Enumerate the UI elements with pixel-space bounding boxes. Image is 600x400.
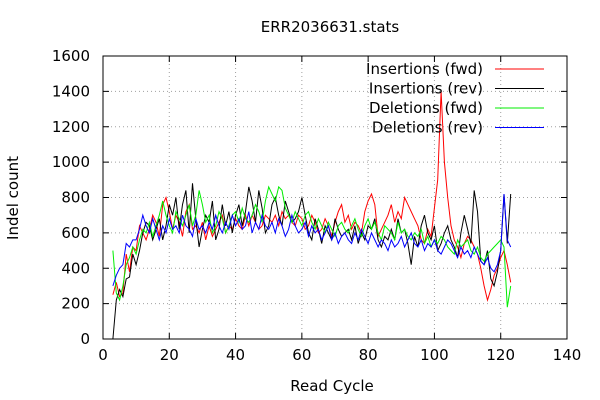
x-tick-label: 40 [226, 346, 245, 364]
series-lines [112, 91, 512, 340]
y-axis-title: Indel count [4, 156, 22, 240]
grid [103, 56, 567, 339]
y-tick-labels: 0 200 400 600 800 1000 1200 1400 1600 [52, 47, 90, 348]
legend-label-deletions-rev: Deletions (rev) [372, 119, 483, 137]
chart-title: ERR2036631.stats [261, 18, 400, 36]
axis-ticks [102, 55, 568, 340]
x-tick-label: 0 [98, 346, 108, 364]
x-axis-title: Read Cycle [290, 377, 373, 395]
x-tick-labels: 0 20 40 60 80 100 120 140 [98, 346, 581, 364]
y-tick-label: 200 [61, 295, 90, 313]
legend: Insertions (fwd)Insertions (rev)Deletion… [366, 60, 544, 137]
x-tick-label: 140 [553, 346, 582, 364]
legend-label-insertions-rev: Insertions (rev) [369, 80, 483, 98]
y-tick-label: 0 [80, 330, 90, 348]
x-tick-label: 20 [160, 346, 179, 364]
series-line-deletions-rev [112, 193, 512, 287]
x-tick-label: 80 [359, 346, 378, 364]
legend-label-deletions-fwd: Deletions (fwd) [369, 99, 483, 117]
series-line-insertions-rev [112, 183, 512, 340]
series-line-insertions-fwd [112, 91, 512, 302]
y-tick-label: 1000 [52, 153, 90, 171]
y-tick-label: 1600 [52, 47, 90, 65]
legend-label-insertions-fwd: Insertions (fwd) [366, 60, 483, 78]
y-tick-label: 400 [61, 259, 90, 277]
series-line-deletions-fwd [112, 185, 512, 308]
x-tick-label: 100 [420, 346, 449, 364]
y-tick-label: 1200 [52, 118, 90, 136]
y-tick-label: 800 [61, 189, 90, 207]
x-tick-label: 120 [486, 346, 515, 364]
y-tick-label: 600 [61, 224, 90, 242]
y-tick-label: 1400 [52, 82, 90, 100]
x-tick-label: 60 [292, 346, 311, 364]
